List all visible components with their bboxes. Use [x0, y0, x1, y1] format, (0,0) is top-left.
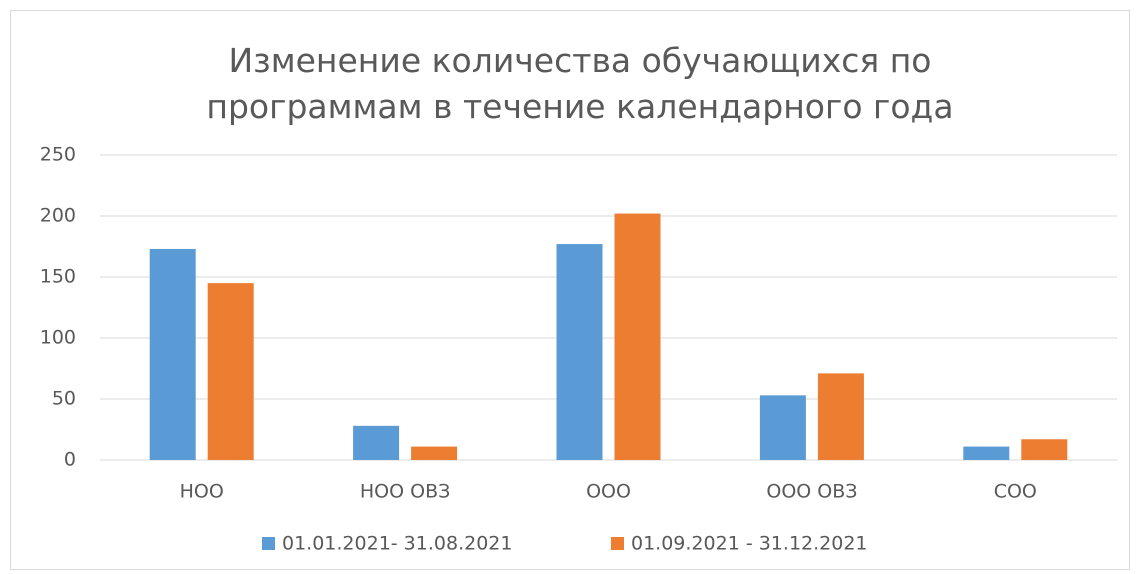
y-tick-label: 200 — [40, 205, 76, 227]
x-tick-label: НОО ОВЗ — [360, 481, 450, 503]
bar — [963, 446, 1010, 460]
bar — [1021, 439, 1068, 460]
chart-title: Изменение количества обучающихся по прог… — [206, 41, 954, 126]
x-tick-label: ООО ОВЗ — [766, 481, 857, 503]
legend-label: 01.01.2021- 31.08.2021 — [282, 533, 512, 555]
bar — [353, 425, 400, 460]
chart-frame — [10, 10, 1130, 570]
legend-swatch — [611, 537, 624, 550]
bar — [411, 446, 458, 460]
y-tick-label: 50 — [52, 388, 76, 410]
legend-label: 01.09.2021 - 31.12.2021 — [631, 533, 868, 555]
y-tick-label: 0 — [64, 449, 76, 471]
y-tick-label: 100 — [40, 327, 76, 349]
x-tick-label: СОО — [994, 481, 1037, 503]
bar — [207, 283, 254, 460]
x-tick-label: ООО — [586, 481, 631, 503]
y-tick-label: 150 — [40, 266, 76, 288]
legend-swatch — [262, 537, 275, 550]
bar — [556, 244, 603, 460]
bar — [817, 373, 864, 460]
y-tick-label: 250 — [40, 144, 76, 166]
bar — [614, 213, 661, 460]
x-tick-label: НОО — [180, 481, 224, 503]
bar — [759, 395, 806, 460]
bar — [149, 248, 196, 460]
